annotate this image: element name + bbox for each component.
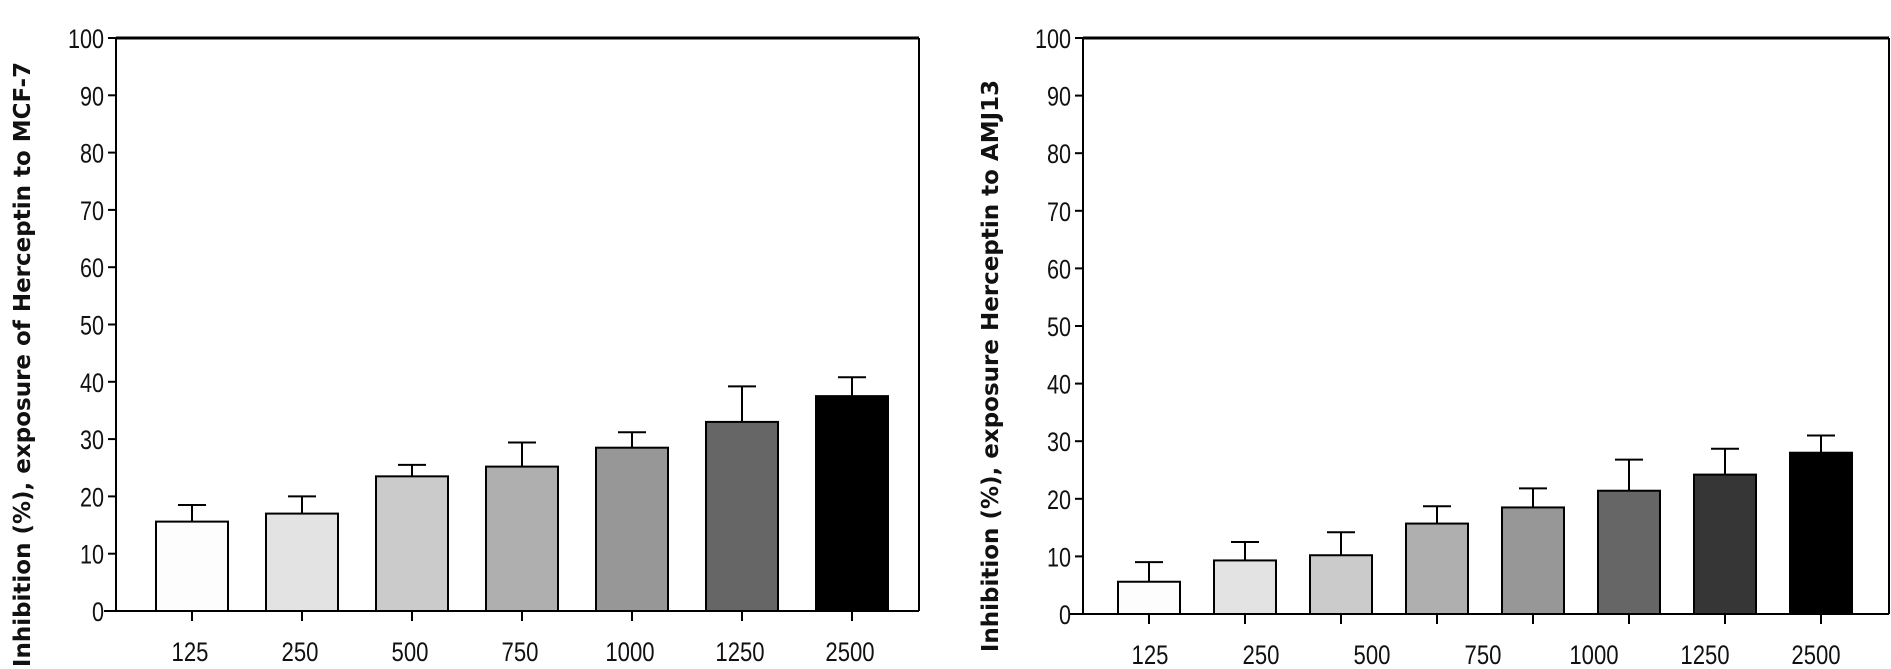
y-tick-label: 20	[1047, 486, 1071, 516]
y-tick-label: 0	[92, 598, 104, 628]
y-tick-label: 70	[80, 197, 104, 227]
y-axis-title: Inhibition (%), exposure Herceptin to AM…	[978, 80, 1004, 652]
y-tick-label: 10	[80, 541, 104, 571]
y-tick-label: 0	[1059, 601, 1071, 631]
bar	[1789, 451, 1853, 615]
bar	[155, 520, 229, 612]
y-tick-label: 50	[80, 311, 104, 341]
bar	[595, 446, 669, 612]
bar	[815, 395, 889, 612]
y-tick-label: 10	[1047, 543, 1071, 573]
y-tick-label: 40	[80, 369, 104, 399]
y-tick-label: 60	[1047, 255, 1071, 285]
bar	[1693, 473, 1757, 615]
y-tick-label: 20	[80, 483, 104, 513]
y-tick-label: 30	[1047, 428, 1071, 458]
bar	[1597, 489, 1661, 615]
x-tick-label: 750	[1465, 641, 1502, 669]
x-tick-label: 500	[392, 638, 429, 668]
y-tick-label: 50	[1047, 313, 1071, 343]
x-tick-label: 2500	[1791, 641, 1840, 669]
y-tick-label: 60	[80, 254, 104, 284]
y-tick-label: 100	[1035, 25, 1071, 55]
x-tick-label: 2500	[825, 638, 874, 668]
x-tick-label: 1250	[1680, 641, 1729, 669]
x-tick-label: 250	[1243, 641, 1280, 669]
y-tick-label: 70	[1047, 198, 1071, 228]
bar	[265, 512, 339, 613]
y-tick-label: 40	[1047, 370, 1071, 400]
bar	[1309, 554, 1373, 615]
x-tick-label: 1000	[605, 638, 654, 668]
x-tick-label: 500	[1354, 641, 1391, 669]
x-tick-label: 1250	[715, 638, 764, 668]
y-tick-label: 80	[1047, 140, 1071, 170]
bar	[1213, 559, 1277, 616]
chart-panel-mcf7: 0 10 20 30 40 50 60 70 80 90 100 125 250 500 750 1000 12…	[10, 25, 920, 668]
bar	[1117, 580, 1181, 616]
bar	[1405, 522, 1469, 615]
y-tick-label: 90	[80, 82, 104, 112]
y-tick-label: 100	[68, 25, 104, 55]
bar	[705, 420, 779, 612]
x-tick-label: 125	[1132, 641, 1169, 669]
x-tick-label: 750	[502, 638, 539, 668]
y-tick-label: 30	[80, 426, 104, 456]
x-tick-label: 250	[282, 638, 319, 668]
bar	[375, 475, 449, 612]
x-tick-label: 125	[172, 638, 209, 668]
chart-panel-amj13: 0 10 20 30 40 50 60 70 80 90 100 125 250 500 750 1000 12…	[978, 25, 1890, 669]
y-tick-label: 80	[80, 139, 104, 169]
bar	[485, 465, 559, 612]
y-tick-label: 90	[1047, 82, 1071, 112]
y-axis-title: Inhibition (%), exposure of Herceptin to…	[10, 62, 36, 667]
x-tick-label: 1000	[1569, 641, 1618, 669]
bar	[1501, 506, 1565, 615]
